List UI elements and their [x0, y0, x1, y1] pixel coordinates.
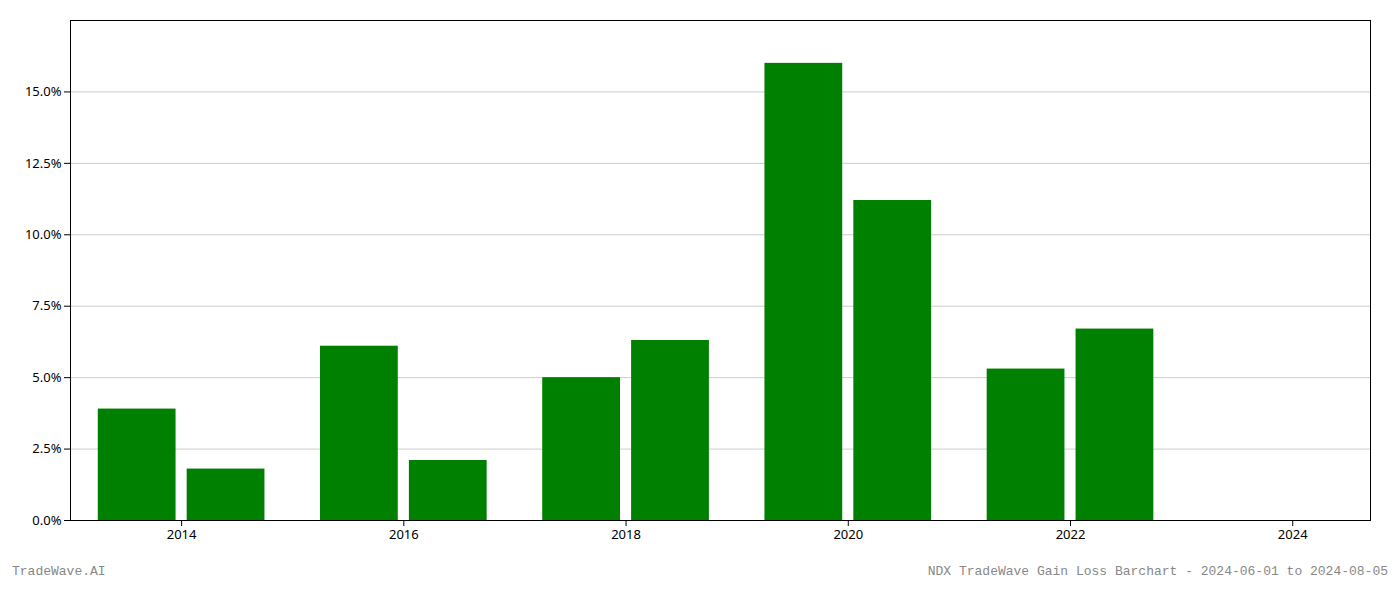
- html-text:NDX TradeWave Gain Loss Barcha: NDX TradeWave Gain Loss Barchart - 2024-…: [927, 564, 1388, 579]
- svg-text:15.0%: 15.0%: [25, 82, 62, 100]
- svg-text:2016: 2016: [389, 525, 419, 543]
- svg-text:7.5%: 7.5%: [32, 296, 61, 314]
- svg-text:2018: 2018: [611, 525, 641, 543]
- svg-text:0.0%: 0.0%: [32, 511, 61, 529]
- svg-text:2.5%: 2.5%: [32, 439, 61, 457]
- svg-text:2014: 2014: [167, 525, 197, 543]
- svg-text:10.0%: 10.0%: [25, 225, 62, 243]
- svg-text:5.0%: 5.0%: [32, 368, 61, 386]
- svg-text:2020: 2020: [833, 525, 863, 543]
- svg-text:12.5%: 12.5%: [25, 154, 62, 172]
- svg-text:2024: 2024: [1278, 525, 1308, 543]
- html-text:TradeWave.AI: TradeWave.AI: [12, 564, 106, 579]
- svg-text:2022: 2022: [1056, 525, 1086, 543]
